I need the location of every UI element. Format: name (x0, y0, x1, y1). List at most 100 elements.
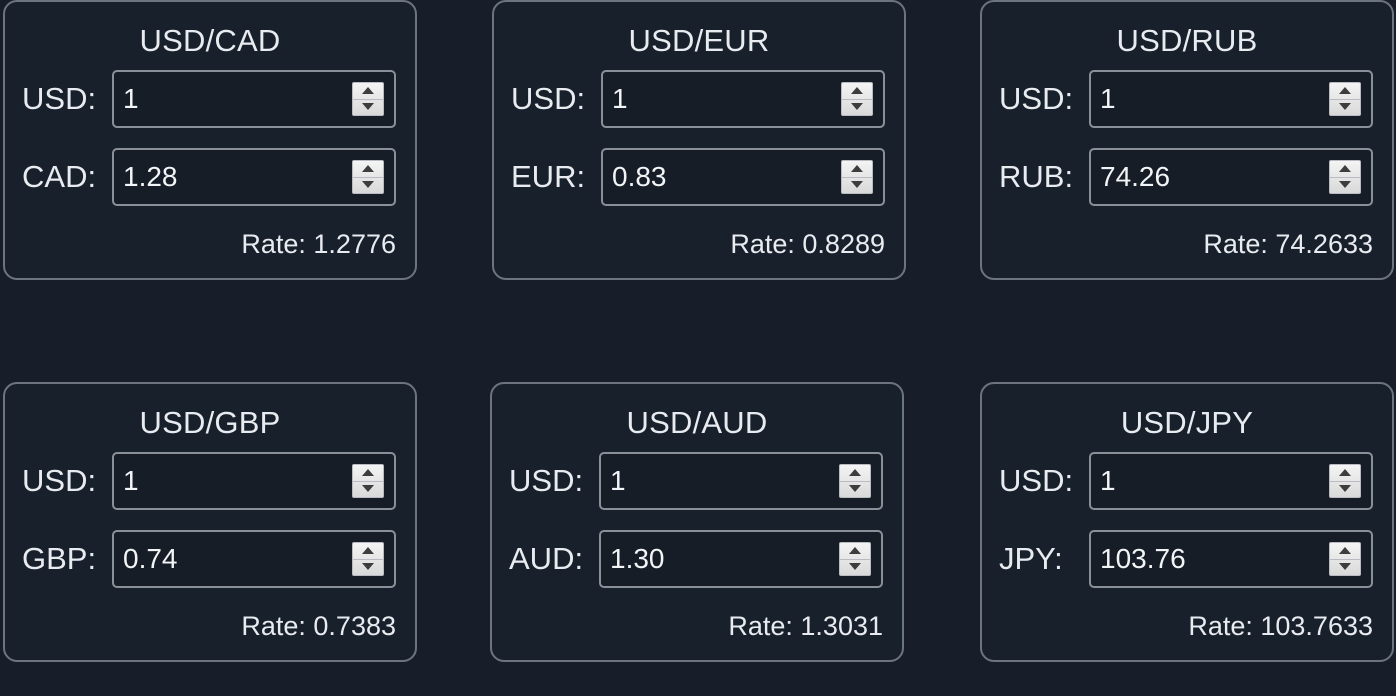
decrement-arrow-icon[interactable] (353, 559, 383, 575)
base-amount-value[interactable]: 1 (1100, 83, 1116, 114)
increment-arrow-icon[interactable] (1330, 83, 1360, 100)
card-title: USD/AUD (626, 405, 768, 440)
base-row: USD: 1 (999, 452, 1373, 510)
up-down-arrows-icon[interactable] (839, 464, 871, 498)
rate-label: Rate: 74.2633 (1203, 229, 1373, 259)
quote-amount-value[interactable]: 1.28 (123, 161, 178, 192)
increment-arrow-icon[interactable] (353, 83, 383, 100)
quote-amount-value[interactable]: 0.74 (123, 543, 178, 574)
increment-arrow-icon[interactable] (842, 83, 872, 100)
increment-arrow-icon[interactable] (842, 161, 872, 178)
card-title: USD/RUB (1116, 23, 1258, 58)
base-currency-label: USD: (22, 463, 97, 498)
quote-amount-value[interactable]: 0.83 (612, 161, 667, 192)
base-amount-spinbox[interactable]: 1 (112, 452, 396, 510)
base-amount-spinbox[interactable]: 1 (1089, 452, 1373, 510)
rate-label: Rate: 0.8289 (730, 229, 885, 259)
card-usd-cad: USD/CAD USD: 1 CAD: 1.28 Rate: 1.2776 (3, 0, 417, 280)
card-title: USD/JPY (1120, 405, 1254, 440)
rate-label: Rate: 103.7633 (1188, 611, 1373, 641)
decrement-arrow-icon[interactable] (1330, 481, 1360, 497)
quote-amount-spinbox[interactable]: 1.28 (112, 148, 396, 206)
quote-row: RUB: 74.26 (999, 148, 1373, 206)
quote-currency-label: JPY: (999, 541, 1063, 576)
decrement-arrow-icon[interactable] (1330, 559, 1360, 575)
base-amount-value[interactable]: 1 (610, 465, 626, 496)
base-row: USD: 1 (509, 452, 883, 510)
quote-amount-value[interactable]: 74.26 (1100, 161, 1171, 192)
quote-amount-spinbox[interactable]: 0.74 (112, 530, 396, 588)
up-down-arrows-icon[interactable] (1329, 464, 1361, 498)
decrement-arrow-icon[interactable] (842, 177, 872, 193)
up-down-arrows-icon[interactable] (841, 160, 873, 194)
card-title: USD/EUR (628, 23, 770, 58)
base-amount-spinbox[interactable]: 1 (112, 70, 396, 128)
base-currency-label: USD: (22, 81, 97, 116)
quote-row: AUD: 1.30 (509, 530, 883, 588)
quote-amount-spinbox[interactable]: 0.83 (601, 148, 885, 206)
increment-arrow-icon[interactable] (353, 161, 383, 178)
decrement-arrow-icon[interactable] (353, 99, 383, 115)
quote-row: JPY: 103.76 (999, 530, 1373, 588)
card-usd-jpy: USD/JPY USD: 1 JPY: 103.76 Rate: 103.763 (980, 382, 1394, 662)
increment-arrow-icon[interactable] (1330, 543, 1360, 560)
up-down-arrows-icon[interactable] (1329, 82, 1361, 116)
card-title: USD/CAD (139, 23, 281, 58)
decrement-arrow-icon[interactable] (353, 177, 383, 193)
base-amount-spinbox[interactable]: 1 (1089, 70, 1373, 128)
base-amount-spinbox[interactable]: 1 (601, 70, 885, 128)
increment-arrow-icon[interactable] (353, 543, 383, 560)
decrement-arrow-icon[interactable] (353, 481, 383, 497)
base-currency-label: USD: (509, 463, 584, 498)
rate-label: Rate: 1.2776 (241, 229, 396, 259)
increment-arrow-icon[interactable] (840, 543, 870, 560)
card-usd-rub: USD/RUB USD: 1 RUB: 74.26 Rate: 74.2633 (980, 0, 1394, 280)
base-row: USD: 1 (999, 70, 1373, 128)
quote-amount-spinbox[interactable]: 74.26 (1089, 148, 1373, 206)
quote-amount-value[interactable]: 1.30 (610, 543, 665, 574)
card-title: USD/GBP (139, 405, 281, 440)
increment-arrow-icon[interactable] (1330, 161, 1360, 178)
rate-label: Rate: 0.7383 (241, 611, 396, 641)
quote-currency-label: CAD: (22, 159, 97, 194)
increment-arrow-icon[interactable] (1330, 465, 1360, 482)
quote-currency-label: RUB: (999, 159, 1074, 194)
base-currency-label: USD: (511, 81, 586, 116)
base-amount-spinbox[interactable]: 1 (599, 452, 883, 510)
quote-currency-label: EUR: (511, 159, 586, 194)
base-amount-value[interactable]: 1 (612, 83, 628, 114)
up-down-arrows-icon[interactable] (352, 160, 384, 194)
quote-currency-label: GBP: (22, 541, 97, 576)
base-amount-value[interactable]: 1 (123, 465, 139, 496)
quote-amount-spinbox[interactable]: 103.76 (1089, 530, 1373, 588)
up-down-arrows-icon[interactable] (1329, 542, 1361, 576)
base-currency-label: USD: (999, 463, 1074, 498)
quote-amount-spinbox[interactable]: 1.30 (599, 530, 883, 588)
up-down-arrows-icon[interactable] (1329, 160, 1361, 194)
quote-row: EUR: 0.83 (511, 148, 885, 206)
card-usd-eur: USD/EUR USD: 1 EUR: 0.83 Rate: 0.8289 (492, 0, 906, 280)
decrement-arrow-icon[interactable] (840, 559, 870, 575)
base-row: USD: 1 (22, 70, 396, 128)
base-amount-value[interactable]: 1 (1100, 465, 1116, 496)
quote-amount-value[interactable]: 103.76 (1100, 543, 1186, 574)
base-currency-label: USD: (999, 81, 1074, 116)
decrement-arrow-icon[interactable] (1330, 99, 1360, 115)
increment-arrow-icon[interactable] (353, 465, 383, 482)
up-down-arrows-icon[interactable] (352, 464, 384, 498)
card-usd-aud: USD/AUD USD: 1 AUD: 1.30 Rate: 1.3031 (490, 382, 904, 662)
quote-row: GBP: 0.74 (22, 530, 396, 588)
decrement-arrow-icon[interactable] (1330, 177, 1360, 193)
quote-row: CAD: 1.28 (22, 148, 396, 206)
up-down-arrows-icon[interactable] (839, 542, 871, 576)
base-row: USD: 1 (22, 452, 396, 510)
up-down-arrows-icon[interactable] (352, 542, 384, 576)
decrement-arrow-icon[interactable] (842, 99, 872, 115)
base-amount-value[interactable]: 1 (123, 83, 139, 114)
up-down-arrows-icon[interactable] (352, 82, 384, 116)
increment-arrow-icon[interactable] (840, 465, 870, 482)
up-down-arrows-icon[interactable] (841, 82, 873, 116)
rate-label: Rate: 1.3031 (728, 611, 883, 641)
decrement-arrow-icon[interactable] (840, 481, 870, 497)
